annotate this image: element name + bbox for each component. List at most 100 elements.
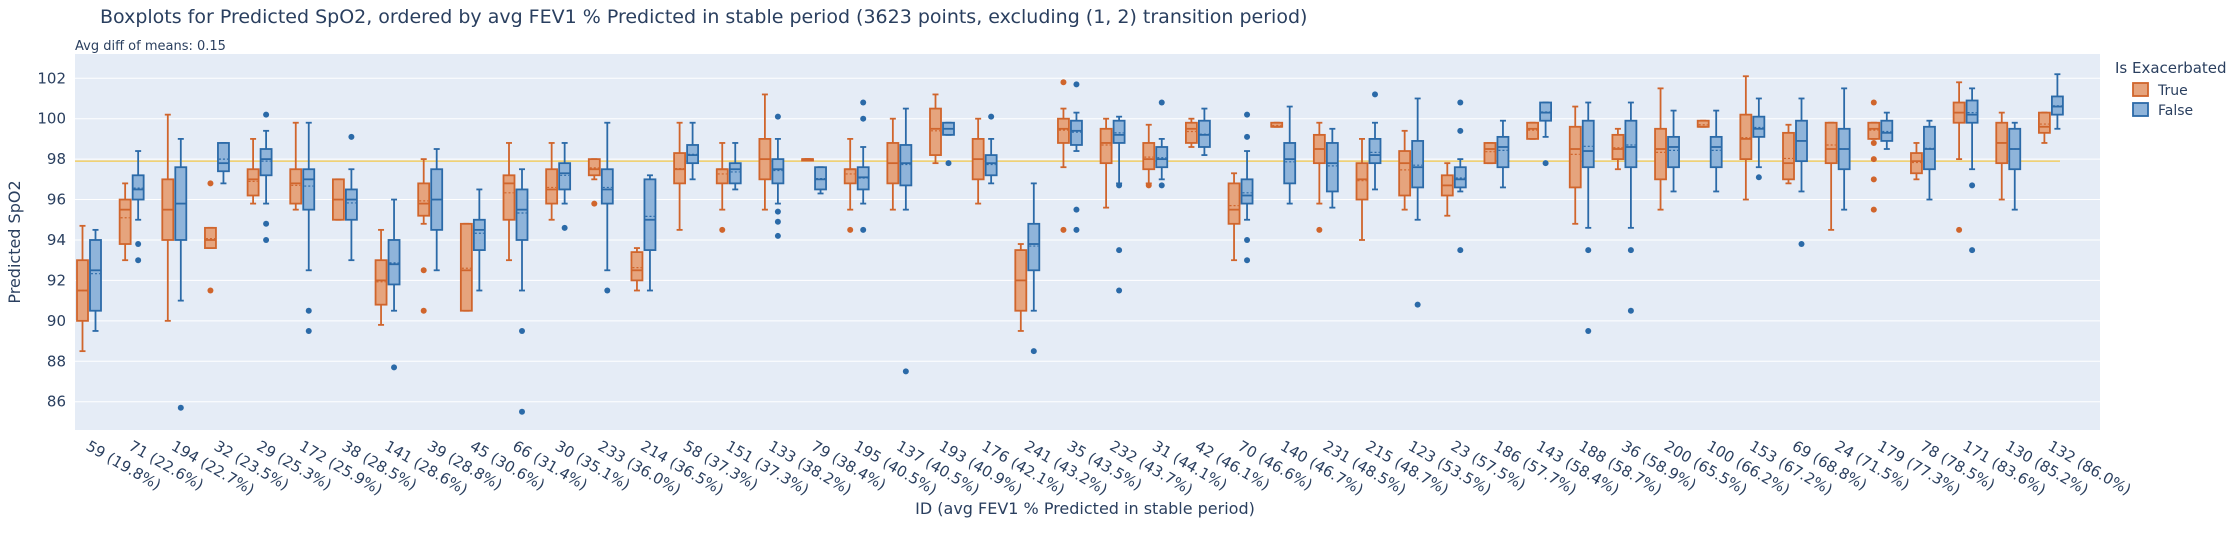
outlier-point[interactable] <box>1116 247 1123 254</box>
box-false[interactable] <box>1539 101 1552 167</box>
box-false[interactable] <box>643 174 657 292</box>
outlier-point[interactable] <box>1457 127 1464 134</box>
box-true[interactable] <box>2038 111 2051 144</box>
box-false[interactable] <box>1240 111 1254 264</box>
outlier-point[interactable] <box>1969 247 1976 254</box>
box-true[interactable] <box>1185 117 1198 148</box>
box-false[interactable] <box>430 148 444 272</box>
outlier-point[interactable] <box>1158 182 1165 189</box>
box-false[interactable] <box>89 228 102 332</box>
box-false[interactable] <box>1027 182 1041 355</box>
box-true[interactable] <box>630 247 644 292</box>
box-false[interactable] <box>2008 121 2022 211</box>
box-true[interactable] <box>289 121 303 211</box>
box-true[interactable] <box>1483 142 1497 165</box>
box-false[interactable] <box>984 113 998 185</box>
outlier-point[interactable] <box>1457 99 1464 106</box>
box-false[interactable] <box>899 107 913 375</box>
box-true[interactable] <box>246 138 260 205</box>
outlier-point[interactable] <box>1627 247 1634 254</box>
box-false[interactable] <box>302 121 316 334</box>
outlier-point[interactable] <box>1457 247 1464 254</box>
box-false[interactable] <box>1411 97 1425 308</box>
box-false[interactable] <box>1624 101 1638 314</box>
box-false[interactable] <box>814 166 827 195</box>
box-false[interactable] <box>1667 109 1680 193</box>
box-false[interactable] <box>942 121 955 167</box>
box-false[interactable] <box>558 142 572 231</box>
outlier-point[interactable] <box>774 232 781 239</box>
outlier-point[interactable] <box>177 404 184 411</box>
box-false[interactable] <box>1198 107 1211 156</box>
box-false[interactable] <box>2050 73 2064 130</box>
box-false[interactable] <box>174 138 188 411</box>
box-true[interactable] <box>1867 99 1881 213</box>
outlier-point[interactable] <box>1060 79 1067 86</box>
box-false[interactable] <box>1795 97 1808 248</box>
box-false[interactable] <box>1923 119 1936 201</box>
outlier-point[interactable] <box>719 226 726 233</box>
outlier-point[interactable] <box>1755 174 1762 181</box>
outlier-point[interactable] <box>1627 307 1634 314</box>
box-true[interactable] <box>801 158 814 162</box>
box-true[interactable] <box>886 117 900 211</box>
box-true[interactable] <box>459 222 473 312</box>
outlier-point[interactable] <box>207 287 214 294</box>
outlier-point[interactable] <box>1158 99 1165 106</box>
box-true[interactable] <box>1568 105 1582 225</box>
outlier-point[interactable] <box>561 224 568 231</box>
outlier-point[interactable] <box>1116 182 1123 189</box>
outlier-point[interactable] <box>604 287 611 294</box>
outlier-point[interactable] <box>1870 176 1877 183</box>
box-true[interactable] <box>1312 121 1326 233</box>
outlier-point[interactable] <box>1316 226 1323 233</box>
box-false[interactable] <box>856 99 870 233</box>
outlier-point[interactable] <box>1244 133 1251 140</box>
box-true[interactable] <box>1099 117 1113 209</box>
box-true[interactable] <box>1611 127 1625 171</box>
outlier-point[interactable] <box>1116 287 1123 294</box>
outlier-point[interactable] <box>1060 226 1067 233</box>
box-true[interactable] <box>673 121 686 231</box>
box-true[interactable] <box>1440 162 1454 217</box>
box-true[interactable] <box>1227 172 1241 262</box>
box-false[interactable] <box>1752 97 1766 181</box>
box-true[interactable] <box>1270 121 1284 128</box>
box-false[interactable] <box>1581 101 1595 334</box>
box-true[interactable] <box>1014 243 1028 332</box>
outlier-point[interactable] <box>1073 81 1080 88</box>
box-true[interactable] <box>587 158 601 207</box>
outlier-point[interactable] <box>1969 182 1976 189</box>
box-false[interactable] <box>1453 99 1467 254</box>
outlier-point[interactable] <box>1414 301 1421 308</box>
outlier-point[interactable] <box>774 218 781 225</box>
box-true[interactable] <box>929 93 942 165</box>
box-false[interactable] <box>1880 111 1894 150</box>
outlier-point[interactable] <box>774 208 781 215</box>
outlier-point[interactable] <box>1798 241 1805 248</box>
outlier-point[interactable] <box>263 111 270 118</box>
outlier-point[interactable] <box>1145 182 1152 189</box>
box-false[interactable] <box>1325 127 1339 209</box>
box-true[interactable] <box>545 142 559 221</box>
outlier-point[interactable] <box>263 236 270 243</box>
outlier-point[interactable] <box>1372 91 1378 98</box>
box-true[interactable] <box>843 138 857 233</box>
outlier-point[interactable] <box>263 220 270 227</box>
box-false[interactable] <box>131 150 145 264</box>
box-true[interactable] <box>1398 129 1412 211</box>
box-false[interactable] <box>344 133 358 262</box>
box-false[interactable] <box>1837 87 1851 211</box>
box-true[interactable] <box>1142 123 1156 189</box>
box-true[interactable] <box>1526 121 1539 140</box>
outlier-point[interactable] <box>420 307 427 314</box>
box-false[interactable] <box>1112 115 1126 294</box>
box-true[interactable] <box>76 224 89 353</box>
box-false[interactable] <box>771 113 785 239</box>
box-true[interactable] <box>417 158 431 314</box>
box-true[interactable] <box>161 113 175 322</box>
box-true[interactable] <box>1057 79 1070 233</box>
outlier-point[interactable] <box>902 368 909 375</box>
box-true[interactable] <box>1910 142 1923 181</box>
box-false[interactable] <box>472 188 486 292</box>
